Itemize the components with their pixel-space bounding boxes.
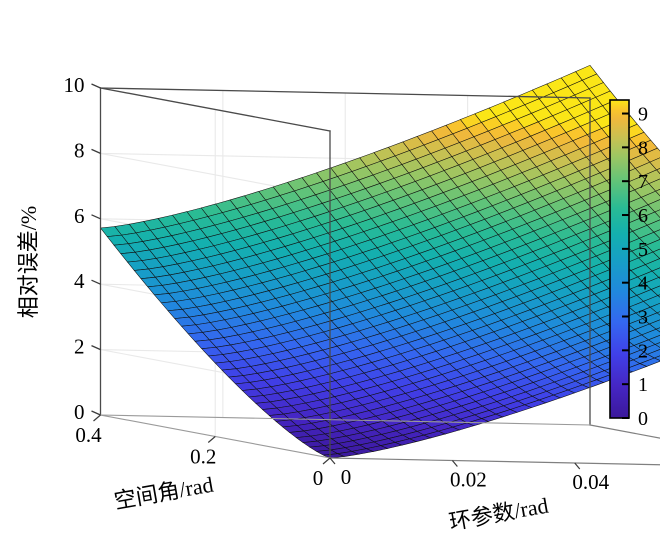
x-tick-label: 0.4 xyxy=(75,423,102,447)
z-tick-label: 8 xyxy=(74,138,85,162)
colorbar-tick-label: 8 xyxy=(638,137,648,159)
colorbar-tick-label: 5 xyxy=(638,239,648,261)
colorbar-tick-label: 7 xyxy=(638,171,648,193)
z-axis-title: 相对误差/% xyxy=(16,206,41,318)
colorbar-tick-label: 0 xyxy=(638,408,648,430)
colorbar-tick-label: 1 xyxy=(638,374,648,396)
z-tick-label: 6 xyxy=(74,204,85,228)
colorbar[interactable]: 0 1 2 3 4 5 6 7 8 9 xyxy=(609,99,648,430)
z-tick-label: 0 xyxy=(74,400,85,424)
colorbar-tick-label: 4 xyxy=(638,273,648,295)
surface-mesh xyxy=(99,64,660,459)
axes-ticks xyxy=(91,83,581,470)
z-tick-label: 2 xyxy=(74,335,85,359)
x-tick-label: 0.2 xyxy=(190,445,216,469)
z-tick-label: 4 xyxy=(74,269,85,293)
colorbar-tick-label: 9 xyxy=(638,104,648,126)
colorbar-tick-label: 6 xyxy=(638,205,648,227)
y-tick-label: 0 xyxy=(341,465,352,489)
x-tick-label: 0 xyxy=(313,466,324,490)
colorbar-tick-label: 2 xyxy=(638,340,648,362)
colorbar-gradient[interactable] xyxy=(609,99,630,419)
y-tick-label: 0.04 xyxy=(572,470,609,494)
y-tick-label: 0.02 xyxy=(450,468,487,492)
colorbar-tick-label: 3 xyxy=(638,307,648,329)
z-tick-label: 10 xyxy=(64,73,85,97)
